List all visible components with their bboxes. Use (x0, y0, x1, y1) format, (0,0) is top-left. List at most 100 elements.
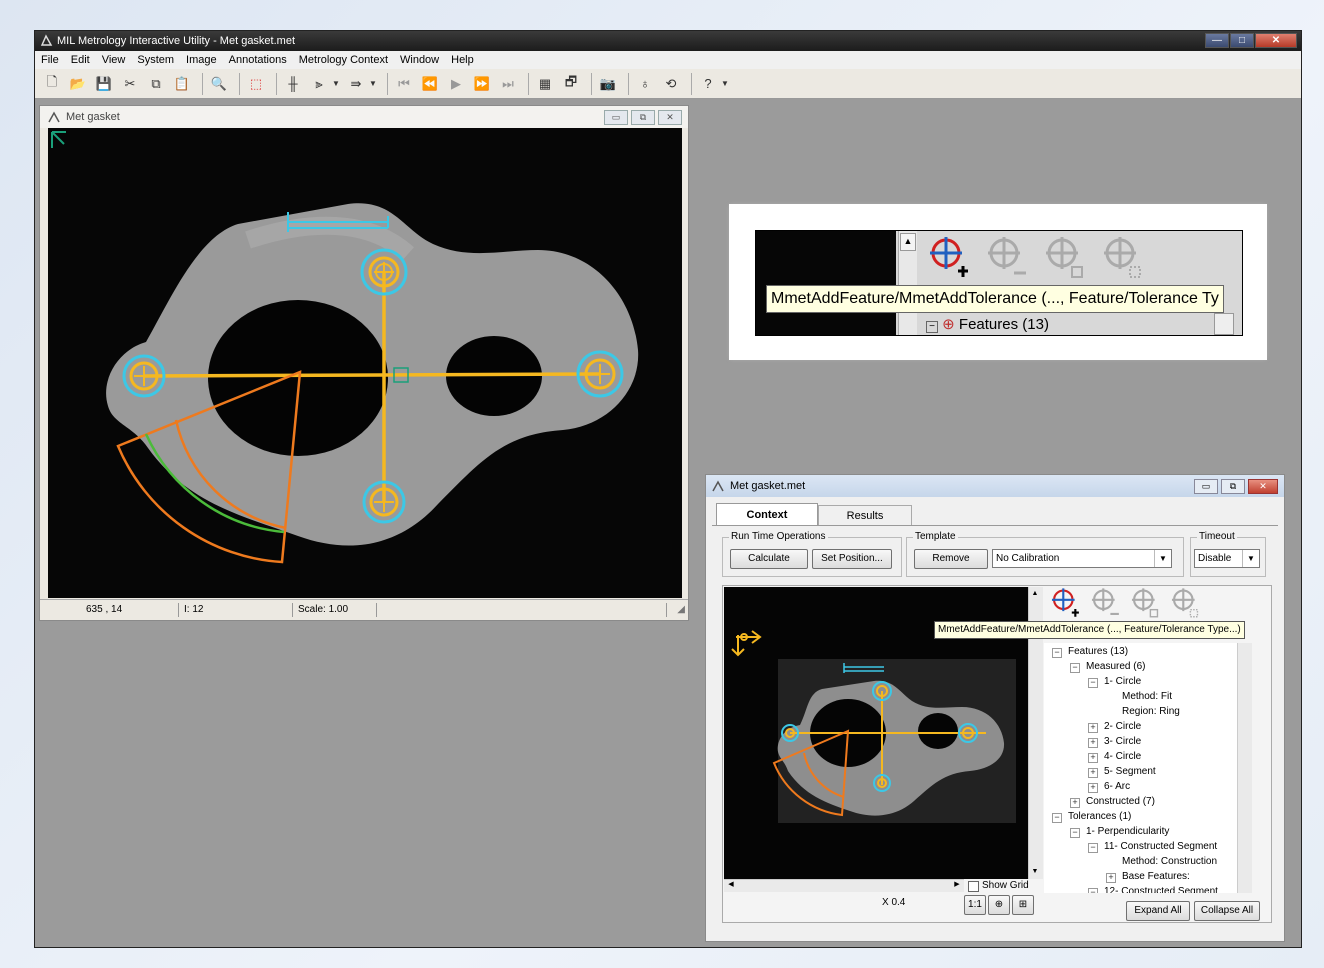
scroll-up-arrow-icon[interactable]: ▲ (1031, 590, 1039, 597)
selection-rect-icon[interactable]: ⬚ (249, 75, 263, 91)
last-frame-icon[interactable]: ⏭ (502, 75, 514, 91)
collapse-icon[interactable]: − (1088, 888, 1098, 893)
minimize-button[interactable]: — (1205, 33, 1229, 48)
chevron-down-icon[interactable]: ▼ (332, 79, 340, 88)
run-step-icon[interactable]: ⫸ (315, 75, 323, 91)
timeout-select[interactable]: Disable ▼ (1194, 549, 1260, 568)
scroll-left-arrow-icon[interactable]: ◀ (728, 881, 734, 888)
open-folder-icon[interactable]: 📂 (69, 75, 87, 91)
collapse-icon[interactable]: − (1070, 828, 1080, 838)
tree-node[interactable]: Region: Ring (1122, 706, 1180, 717)
menu-metrology-context[interactable]: Metrology Context (298, 54, 388, 66)
tree-node[interactable]: Measured (6) (1086, 661, 1146, 672)
menu-help[interactable]: Help (451, 54, 474, 66)
tree-node[interactable]: 5- Segment (1104, 766, 1156, 777)
expand-icon[interactable]: + (1070, 798, 1080, 808)
tree-node[interactable]: Method: Fit (1122, 691, 1173, 702)
camera-icon[interactable]: 📷 (599, 75, 617, 91)
tree-scrollbar[interactable] (1237, 643, 1252, 893)
menu-system[interactable]: System (137, 54, 175, 66)
remove-button[interactable]: Remove (914, 549, 988, 569)
cut-icon[interactable]: ✂ (124, 75, 136, 91)
grid-icon[interactable]: ▦ (538, 75, 552, 91)
chevron-down-icon[interactable]: ▼ (721, 79, 729, 88)
menu-window[interactable]: Window (400, 54, 440, 66)
remove-feature-icon[interactable] (1086, 587, 1122, 621)
menu-view[interactable]: View (101, 54, 126, 66)
tree-node[interactable]: 1- Circle (1104, 676, 1142, 687)
chevron-down-icon[interactable]: ▼ (1242, 550, 1259, 567)
preview-scrollbar-vertical[interactable] (1028, 587, 1043, 879)
scroll-right-arrow-icon[interactable]: ▶ (954, 881, 960, 888)
scroll-thumb[interactable] (1214, 313, 1234, 335)
new-file-icon[interactable]: 🗋 (46, 73, 58, 89)
tree-node[interactable]: 4- Circle (1104, 751, 1142, 762)
tree-node[interactable]: Constructed (7) (1086, 796, 1155, 807)
one-to-one-button[interactable]: 1:1 (964, 895, 986, 915)
add-feature-icon[interactable] (922, 235, 972, 283)
tree-node[interactable]: Features (13) (1068, 646, 1129, 657)
tree-node[interactable]: 1- Perpendicularity (1086, 826, 1170, 837)
expand-icon[interactable]: + (1088, 753, 1098, 763)
menu-image[interactable]: Image (186, 54, 217, 66)
resize-grip-icon[interactable]: ◢ (677, 604, 685, 615)
set-position-button[interactable]: Set Position... (812, 549, 892, 569)
collapse-all-button[interactable]: Collapse All (1194, 901, 1260, 921)
close-button[interactable]: ✕ (1248, 479, 1278, 494)
menu-edit[interactable]: Edit (70, 54, 90, 66)
calibration-select[interactable]: No Calibration ▼ (992, 549, 1172, 568)
copy-feature-icon[interactable] (1166, 587, 1202, 621)
add-feature-icon[interactable] (1046, 587, 1082, 621)
chevron-down-icon[interactable]: ▼ (1154, 550, 1171, 567)
chevron-down-icon[interactable]: ▼ (369, 79, 377, 88)
show-grid-checkbox[interactable] (968, 881, 979, 892)
expand-icon[interactable]: + (1106, 873, 1116, 883)
tree-node[interactable]: 2- Circle (1104, 721, 1142, 732)
copy-icon[interactable]: ⧉ (151, 75, 161, 91)
tab-results[interactable]: Results (818, 505, 912, 526)
tree-node[interactable]: Method: Construction (1122, 856, 1218, 867)
calibration-icon[interactable]: ♁ (640, 76, 650, 91)
tree-node[interactable]: Tolerances (1) (1068, 811, 1132, 822)
save-icon[interactable]: 💾 (95, 75, 113, 91)
preview-scrollbar-horizontal[interactable] (724, 879, 964, 892)
menu-file[interactable]: File (41, 54, 59, 66)
copy-feature-icon[interactable] (1096, 235, 1146, 283)
menu-annotations[interactable]: Annotations (228, 54, 287, 66)
paste-icon[interactable]: 📋 (173, 75, 191, 91)
tree-node[interactable]: 6- Arc (1104, 781, 1131, 792)
edit-feature-icon[interactable] (1038, 235, 1088, 283)
first-frame-icon[interactable]: ⏮ (398, 75, 410, 91)
run-mode-icon[interactable]: ⇛ (350, 75, 362, 91)
expand-icon[interactable]: + (1088, 738, 1098, 748)
collapse-icon[interactable]: − (1088, 678, 1098, 688)
calculate-button[interactable]: Calculate (730, 549, 808, 569)
help-icon[interactable]: ? (704, 76, 712, 91)
edit-feature-icon[interactable] (1126, 587, 1162, 621)
tree-node[interactable]: Base Features: (1122, 871, 1190, 882)
expand-icon[interactable]: + (1088, 783, 1098, 793)
gasket-image-canvas[interactable] (48, 128, 682, 598)
remove-feature-icon[interactable] (980, 235, 1030, 283)
restore-button[interactable]: ⧉ (631, 110, 655, 125)
close-button[interactable]: ✕ (658, 110, 682, 125)
window-properties-icon[interactable]: 🗗 (564, 73, 578, 89)
zoom-fit-icon[interactable]: ⊞ (1012, 895, 1034, 915)
tree-node[interactable]: 12- Constructed Segment (1104, 886, 1218, 893)
scroll-up-arrow-icon[interactable]: ▲ (900, 233, 916, 251)
expand-icon[interactable]: + (1088, 768, 1098, 778)
maximize-button[interactable]: □ (1230, 33, 1254, 48)
minimize-button[interactable]: ▭ (604, 110, 628, 125)
restore-button[interactable]: ⧉ (1221, 479, 1245, 494)
collapse-icon[interactable]: − (1052, 648, 1062, 658)
feature-tree[interactable]: − Features (13) − Measured (6) −1- Circle Met… (1044, 643, 1252, 893)
collapse-icon[interactable]: − (1088, 843, 1098, 853)
minimize-button[interactable]: ▭ (1194, 479, 1218, 494)
collapse-icon[interactable]: − (1052, 813, 1062, 823)
collapse-icon[interactable]: − (1070, 663, 1080, 673)
refresh-view-icon[interactable]: ⟲ (665, 75, 677, 91)
expand-icon[interactable]: + (1088, 723, 1098, 733)
zoom-in-icon[interactable]: ⊕ (988, 895, 1010, 915)
close-button[interactable]: ✕ (1255, 33, 1297, 48)
tree-node[interactable]: 3- Circle (1104, 736, 1142, 747)
